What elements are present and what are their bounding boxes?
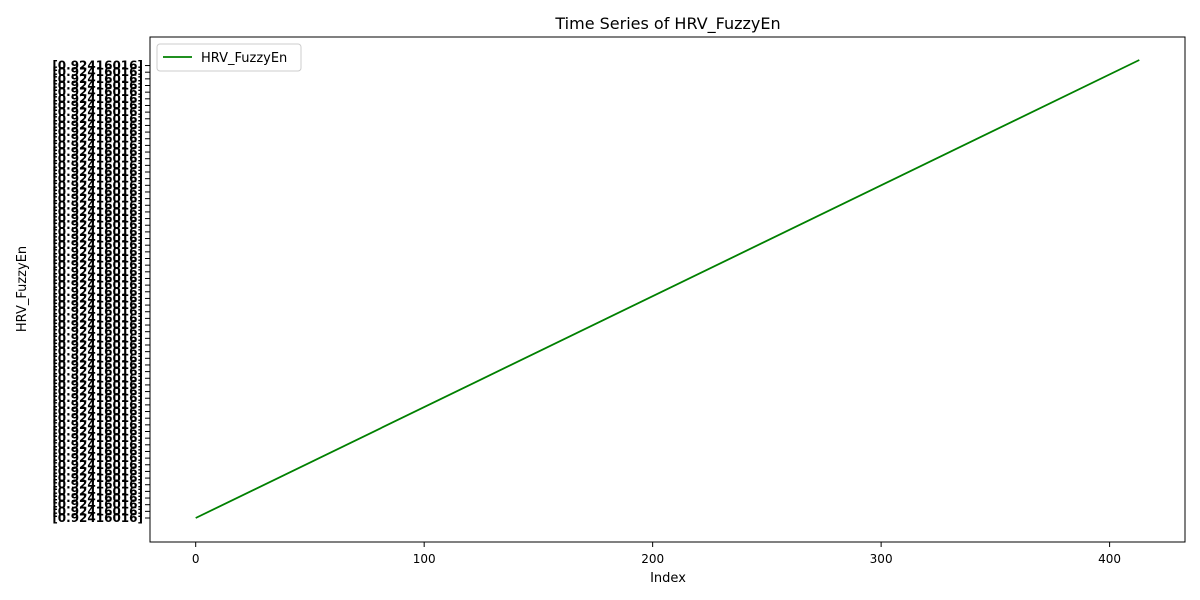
y-tick-label: [0.92416016]	[52, 411, 143, 425]
y-tick-label: [0.92416016]	[52, 338, 143, 352]
y-tick-label: [0.92416016]	[52, 351, 143, 365]
y-tick-label: [0.92416016]	[52, 385, 143, 399]
y-tick-label: [0.92416016]	[52, 378, 143, 392]
y-tick-label: [0.92416016]	[52, 165, 143, 179]
y-tick-label: [0.92416016]	[52, 371, 143, 385]
y-tick-label: [0.92416016]	[52, 92, 143, 106]
y-tick-label: [0.92416016]	[52, 192, 143, 206]
y-tick-label: [0.92416016]	[52, 451, 143, 465]
y-tick-label: [0.92416016]	[52, 365, 143, 379]
chart-title: Time Series of HRV_FuzzyEn	[554, 14, 780, 34]
y-tick-label: [0.92416016]	[52, 418, 143, 432]
y-tick-label: [0.92416016]	[52, 178, 143, 192]
y-tick-label: [0.92416016]	[52, 298, 143, 312]
y-tick-label: [0.92416016]	[52, 79, 143, 93]
legend: HRV_FuzzyEn	[156, 43, 302, 72]
y-tick-label: [0.92416016]	[52, 425, 143, 439]
y-tick-label: [0.92416016]	[52, 398, 143, 412]
legend-entry-hrv-fuzzyen: HRV_FuzzyEn	[201, 51, 287, 66]
y-tick-label: [0.92416016]	[52, 198, 143, 212]
y-tick-label: [0.92416016]	[52, 245, 143, 259]
y-tick-label: [0.92416016]	[52, 218, 143, 232]
y-tick-label: [0.92416016]	[52, 98, 143, 112]
y-tick-label: [0.92416016]	[52, 391, 143, 405]
x-tick-label: 0	[192, 552, 200, 566]
y-tick-label: [0.92416016]	[52, 405, 143, 419]
y-tick-label: [0.92416016]	[52, 225, 143, 239]
x-axis-label: Index	[650, 571, 686, 586]
y-tick-label: [0.92416016]	[52, 59, 143, 73]
y-tick-label: [0.92416016]	[52, 471, 143, 485]
y-tick-label: [0.92416016]	[52, 112, 143, 126]
y-tick-label: [0.92416016]	[52, 232, 143, 246]
y-tick-label: [0.92416016]	[52, 65, 143, 79]
y-tick-label: [0.92416016]	[52, 458, 143, 472]
y-tick-label: [0.92416016]	[52, 291, 143, 305]
y-tick-label: [0.92416016]	[52, 318, 143, 332]
y-tick-label: [0.92416016]	[52, 464, 143, 478]
y-tick-label: [0.92416016]	[52, 444, 143, 458]
y-tick-label: [0.92416016]	[52, 271, 143, 285]
y-tick-label: [0.92416016]	[52, 152, 143, 166]
y-tick-label: [0.92416016]	[52, 145, 143, 159]
y-tick-label: [0.92416016]	[52, 278, 143, 292]
y-tick-label: [0.92416016]	[52, 311, 143, 325]
x-tick-label: 200	[641, 552, 664, 566]
y-tick-label: [0.92416016]	[52, 252, 143, 266]
y-tick-label: [0.92416016]	[52, 438, 143, 452]
y-tick-labels: [0.92416016][0.92416016][0.92416016][0.9…	[52, 59, 150, 525]
y-tick-label: [0.92416016]	[52, 125, 143, 139]
y-tick-label: [0.92416016]	[52, 158, 143, 172]
y-tick-label: [0.92416016]	[52, 285, 143, 299]
y-tick-label: [0.92416016]	[52, 331, 143, 345]
y-tick-label: [0.92416016]	[52, 484, 143, 498]
y-tick-label: [0.92416016]	[52, 345, 143, 359]
x-axis-ticks: 0 100 200 300 400	[192, 542, 1121, 566]
y-tick-label: [0.92416016]	[52, 325, 143, 339]
y-tick-label: [0.92416016]	[52, 72, 143, 86]
y-tick-label: [0.92416016]	[52, 504, 143, 518]
y-tick-label: [0.92416016]	[52, 212, 143, 226]
y-tick-label: [0.92416016]	[52, 132, 143, 146]
y-tick-label: [0.92416016]	[52, 511, 143, 525]
y-tick-label: [0.92416016]	[52, 118, 143, 132]
y-tick-label: [0.92416016]	[52, 491, 143, 505]
y-tick-label: [0.92416016]	[52, 138, 143, 152]
plot-frame	[149, 36, 1186, 543]
y-tick-label: [0.92416016]	[52, 498, 143, 512]
y-tick-label: [0.92416016]	[52, 105, 143, 119]
legend-frame	[156, 43, 302, 72]
y-tick-label: [0.92416016]	[52, 358, 143, 372]
x-tick-label: 400	[1098, 552, 1121, 566]
y-tick-label: [0.92416016]	[52, 85, 143, 99]
y-tick-label: [0.92416016]	[52, 185, 143, 199]
y-axis-label: HRV_FuzzyEn	[15, 246, 30, 332]
x-tick-label: 100	[413, 552, 436, 566]
y-tick-label: [0.92416016]	[52, 238, 143, 252]
x-tick-label: 300	[870, 552, 893, 566]
series-line-hrv-fuzzyen	[195, 59, 1140, 519]
y-tick-label: [0.92416016]	[52, 305, 143, 319]
y-tick-label: [0.92416016]	[52, 258, 143, 272]
y-tick-label: [0.92416016]	[52, 172, 143, 186]
y-tick-label: [0.92416016]	[52, 431, 143, 445]
y-tick-label: [0.92416016]	[52, 478, 143, 492]
y-tick-label: [0.92416016]	[52, 205, 143, 219]
y-tick-label: [0.92416016]	[52, 265, 143, 279]
